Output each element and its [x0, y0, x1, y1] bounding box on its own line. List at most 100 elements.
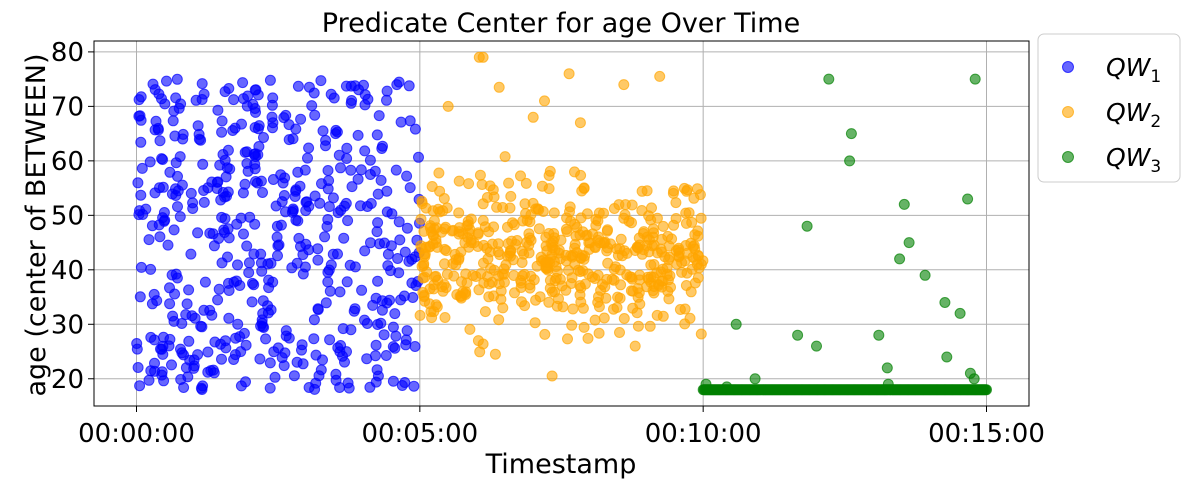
data-point [539, 256, 551, 268]
data-point [308, 87, 320, 99]
data-point [355, 164, 367, 176]
data-point [300, 238, 312, 250]
y-tick-label: 70 [51, 92, 84, 122]
data-point [193, 128, 205, 140]
data-point [882, 378, 894, 390]
data-point [306, 100, 318, 112]
data-point [394, 234, 406, 246]
data-point [692, 230, 704, 242]
data-point [401, 325, 413, 337]
data-point [608, 203, 620, 214]
data-point [546, 286, 558, 298]
data-point [516, 257, 528, 268]
data-point [378, 329, 390, 341]
data-point [428, 306, 440, 318]
data-point [614, 264, 626, 276]
data-point [387, 375, 399, 387]
data-point [211, 176, 223, 188]
data-point [566, 319, 578, 331]
data-point [352, 129, 364, 141]
data-point [529, 317, 541, 329]
series-3 [697, 73, 992, 396]
data-point [265, 304, 277, 316]
data-point [280, 109, 292, 121]
data-point [257, 187, 268, 198]
legend: QW1 QW2 QW3 [1037, 33, 1181, 183]
legend-label: QW1 [1106, 53, 1161, 87]
data-point [375, 317, 387, 329]
data-point [296, 339, 308, 351]
data-point [308, 314, 320, 326]
data-point [564, 206, 575, 218]
data-point [157, 348, 169, 360]
data-point [315, 364, 327, 376]
data-point [404, 182, 416, 194]
data-point [170, 157, 182, 169]
data-point [582, 332, 594, 344]
data-point [372, 275, 384, 287]
data-point [196, 321, 208, 333]
data-point [358, 79, 369, 91]
data-point [364, 154, 376, 166]
data-point [415, 240, 427, 252]
data-point [188, 362, 200, 374]
data-point [146, 220, 158, 232]
data-point [410, 280, 422, 291]
data-point [162, 239, 174, 251]
data-point [527, 197, 539, 209]
data-point [342, 377, 354, 389]
data-point [489, 348, 501, 360]
series-1 [131, 73, 425, 395]
data-point [695, 212, 707, 224]
data-point [204, 227, 216, 239]
data-point [272, 250, 283, 262]
data-point [222, 186, 234, 198]
data-point [131, 338, 143, 349]
data-point [143, 234, 155, 246]
data-point [161, 75, 172, 87]
data-point [196, 384, 208, 395]
data-point [330, 374, 342, 386]
data-point [645, 259, 657, 271]
data-point [213, 283, 225, 295]
data-point [240, 339, 252, 351]
data-point [483, 291, 495, 303]
y-tick-label: 80 [51, 38, 84, 68]
data-point [170, 92, 182, 104]
data-point [619, 209, 631, 221]
data-point [479, 306, 491, 318]
data-point [393, 76, 405, 88]
data-point [477, 198, 489, 210]
data-point [371, 226, 383, 238]
data-point [185, 187, 197, 199]
data-point [425, 226, 437, 238]
chart-title: Predicate Center for age Over Time [322, 8, 800, 39]
data-point [157, 154, 169, 165]
data-point [156, 369, 168, 381]
data-point [670, 197, 682, 209]
data-point [303, 382, 315, 393]
data-point [322, 214, 334, 225]
data-point [493, 81, 505, 93]
data-point [216, 126, 228, 138]
data-point [381, 206, 393, 218]
data-point [382, 260, 394, 272]
data-point [668, 185, 680, 197]
data-point [322, 276, 334, 288]
data-point [266, 99, 278, 111]
data-point [324, 334, 336, 346]
data-point [372, 217, 384, 229]
data-point [499, 151, 511, 163]
data-point [297, 358, 309, 370]
data-point [548, 207, 560, 219]
data-point [395, 294, 407, 306]
data-point [341, 153, 353, 164]
data-point [533, 223, 545, 235]
data-point [359, 245, 371, 257]
data-point [569, 218, 581, 230]
data-point [367, 299, 379, 311]
data-point [359, 314, 370, 326]
data-point [322, 165, 334, 176]
data-point [420, 202, 432, 214]
data-point [208, 367, 220, 379]
